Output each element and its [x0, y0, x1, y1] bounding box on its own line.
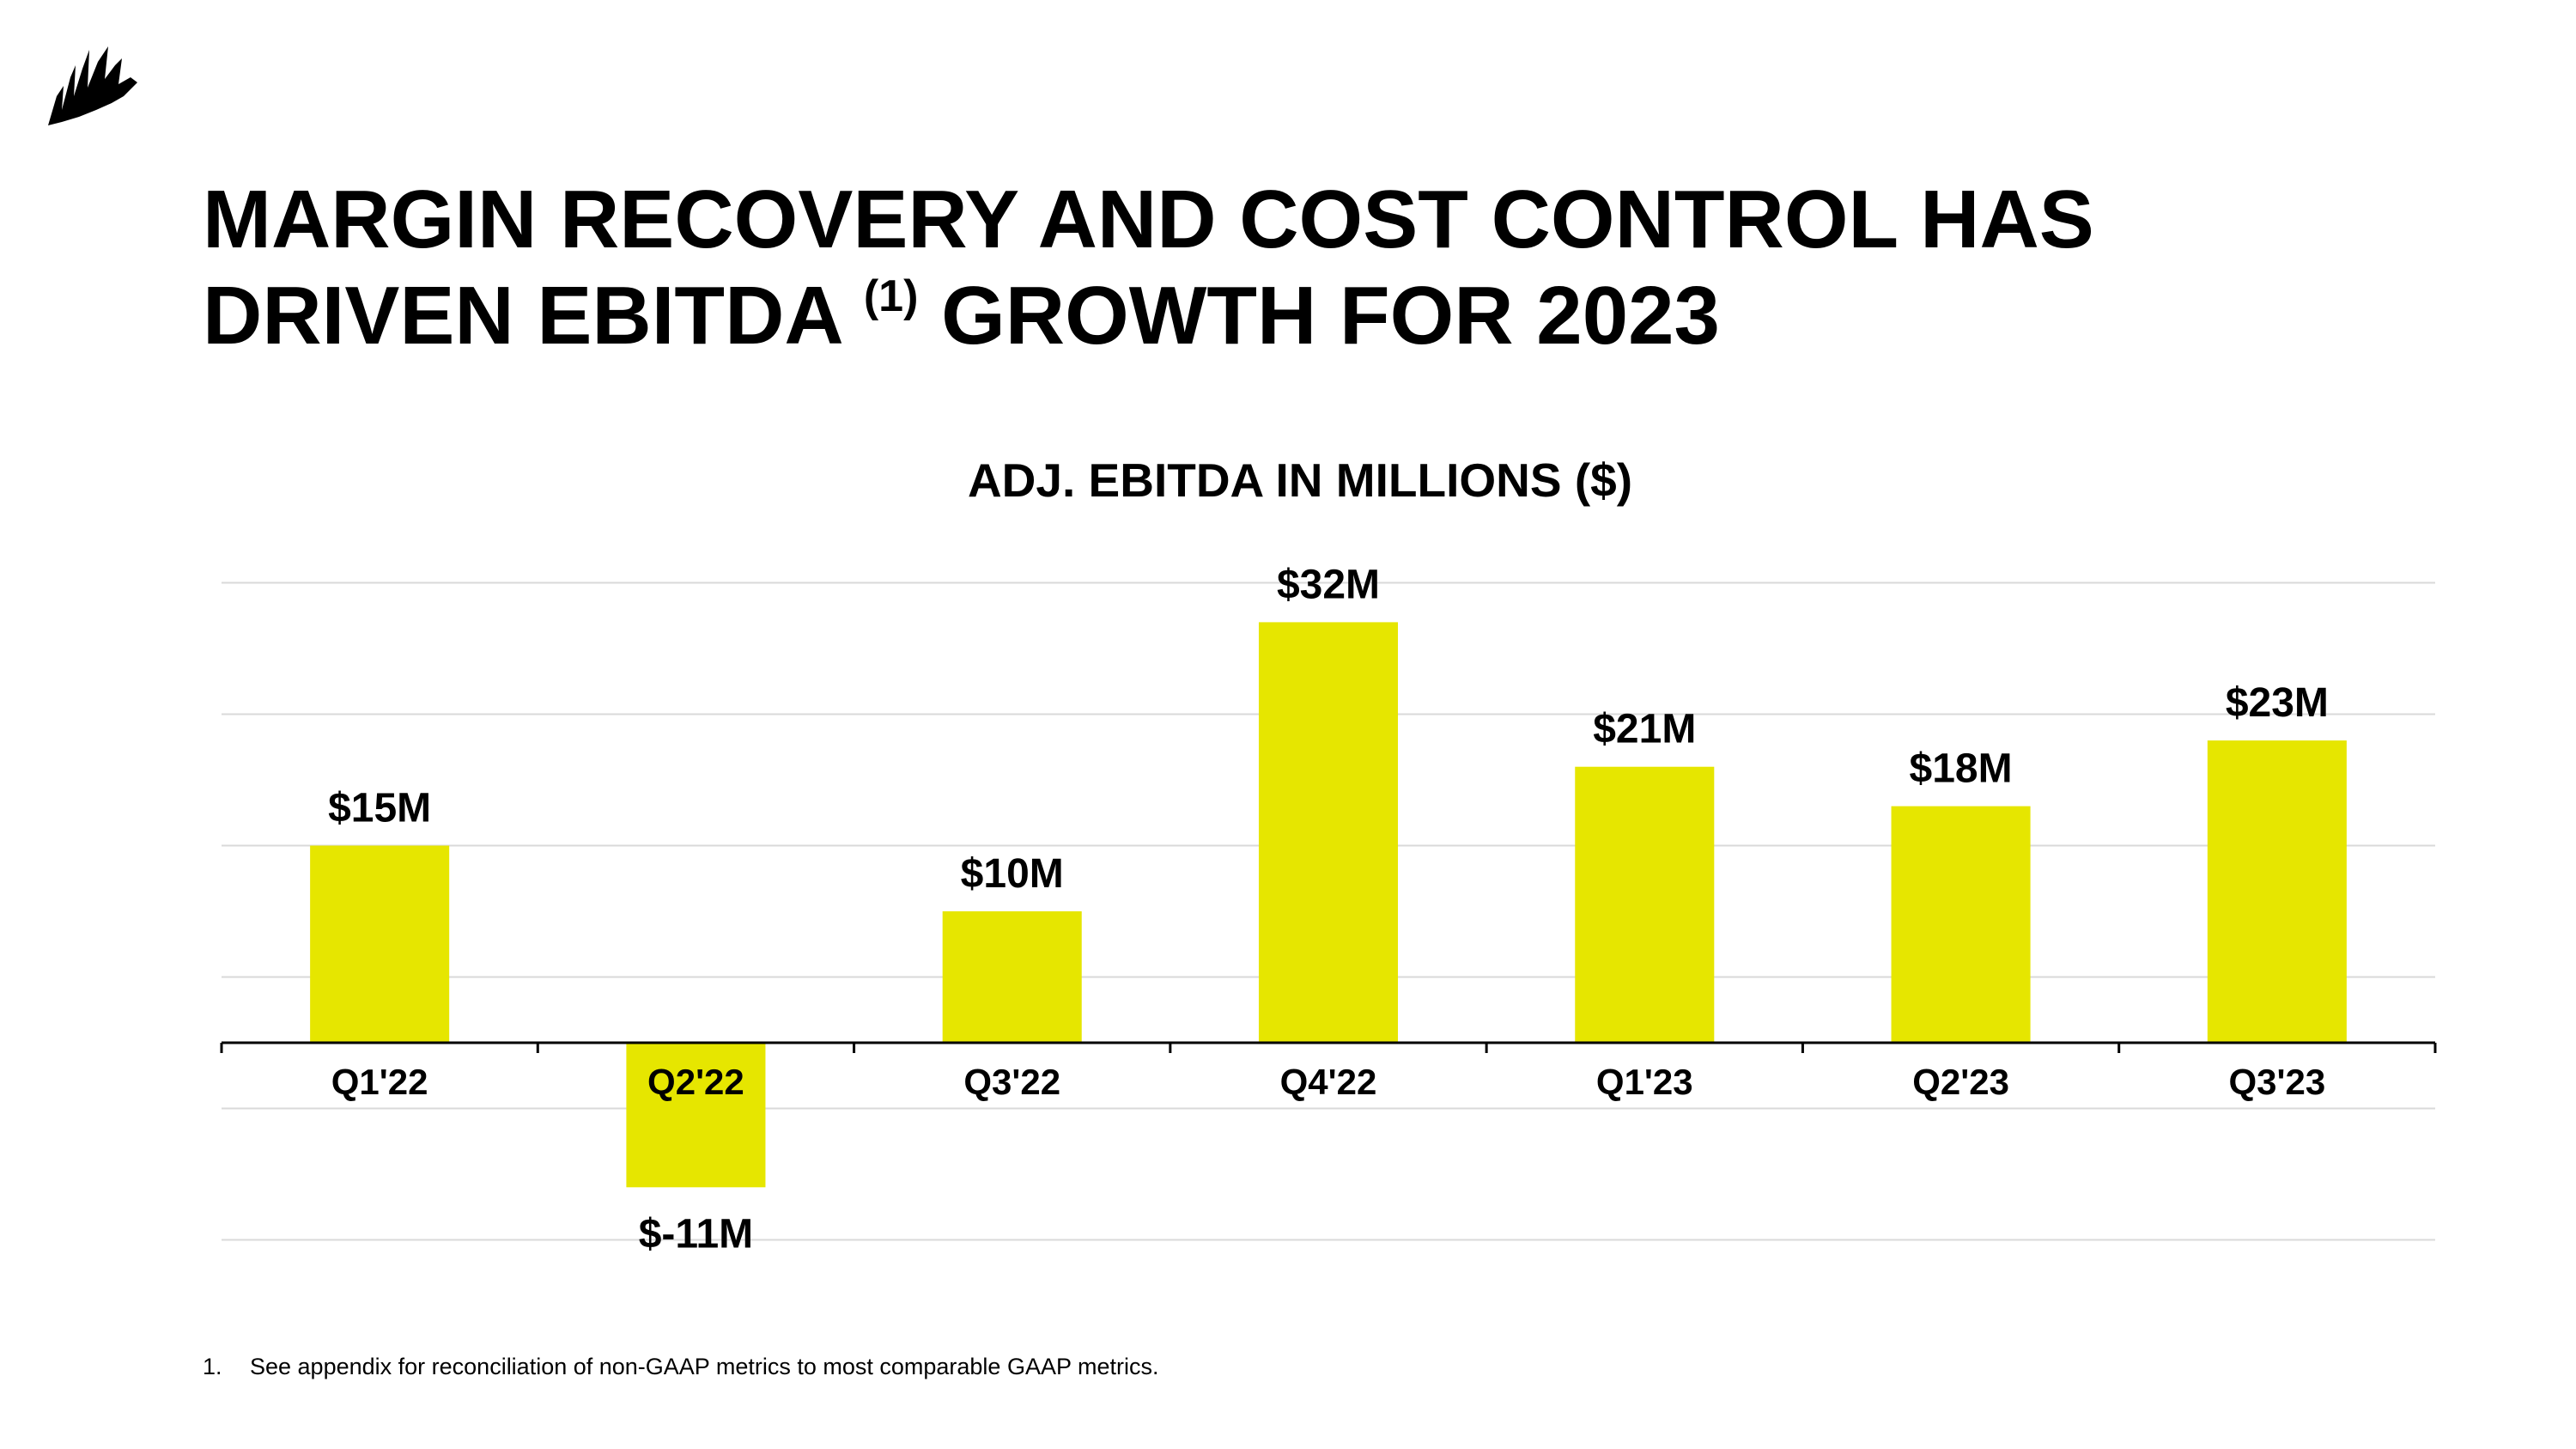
sails-logo-icon — [48, 46, 137, 125]
x-tick-label: Q1'23 — [1596, 1062, 1693, 1102]
footnote-text: See appendix for reconciliation of non-G… — [250, 1354, 1159, 1379]
bars — [310, 622, 2347, 1188]
bar-q123 — [1575, 766, 1715, 1043]
data-label: $32M — [1277, 562, 1380, 607]
data-label: $-11M — [639, 1211, 753, 1257]
x-tick-label: Q2'23 — [1912, 1062, 2009, 1102]
title-line-2: DRIVEN EBITDA (1) GROWTH FOR 2023 — [203, 268, 2094, 377]
title-line-2-end: GROWTH FOR 2023 — [941, 270, 1720, 362]
data-label: $23M — [2226, 680, 2329, 726]
bar-q323 — [2207, 740, 2347, 1043]
bar-q223 — [1891, 806, 2031, 1043]
data-label: $21M — [1593, 707, 1696, 752]
x-axis: Q1'22 Q2'22 Q3'22 Q4'22 Q1'23 Q2'23 Q3'23 — [220, 1041, 2437, 1102]
x-tick-label: Q2'22 — [647, 1062, 744, 1102]
title-line-2-start: DRIVEN EBITDA — [203, 270, 841, 362]
bar-q422 — [1258, 622, 1399, 1043]
footnote: 1. See appendix for reconciliation of non… — [203, 1354, 1158, 1380]
x-tick-label: Q3'22 — [963, 1062, 1060, 1102]
chart-title: ADJ. EBITDA IN MILLIONS ($) — [968, 454, 1632, 507]
title-footnote-marker: (1) — [863, 271, 919, 321]
x-tick-label: Q3'23 — [2228, 1062, 2325, 1102]
x-tick-label: Q1'22 — [331, 1062, 428, 1102]
data-labels: $15M $-11M $10M $32M $21M $18M $23M — [328, 562, 2329, 1257]
page-title: MARGIN RECOVERY AND COST CONTROL HAS DRI… — [203, 172, 2094, 377]
bar-q222 — [626, 1043, 766, 1188]
data-label: $15M — [328, 786, 431, 831]
data-label: $10M — [961, 851, 1064, 897]
x-tick-label: Q4'22 — [1280, 1062, 1377, 1102]
footnote-number: 1. — [203, 1354, 222, 1379]
bar-q322 — [942, 911, 1082, 1043]
bar-q122 — [310, 845, 450, 1043]
data-label: $18M — [1910, 746, 2013, 792]
title-line-1: MARGIN RECOVERY AND COST CONTROL HAS — [203, 174, 2094, 265]
